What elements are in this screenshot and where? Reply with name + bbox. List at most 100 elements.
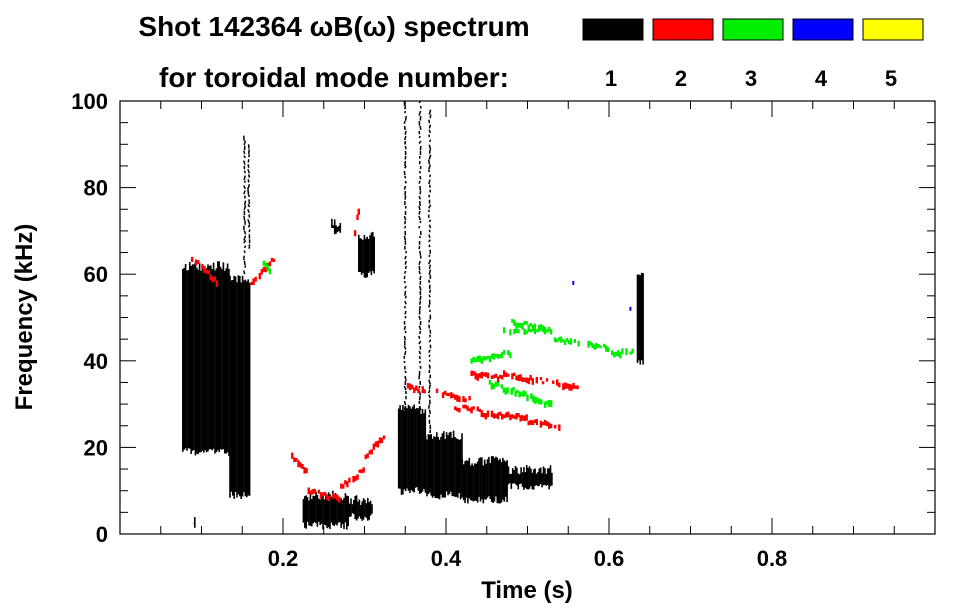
mode-2-track-point (293, 457, 296, 463)
mode-2-track-point (264, 266, 268, 273)
mode-2-track-point (406, 382, 410, 389)
mode-1-ridge-fragment (243, 140, 247, 146)
mode-2-track-point (340, 483, 343, 489)
mode-3-track-point (492, 383, 496, 389)
mode-1-ridge-fragment (419, 175, 422, 180)
mode-3-track-point (496, 382, 499, 387)
mode-1-ridge-fragment (404, 370, 407, 374)
x-tick-label: 0.8 (757, 546, 788, 571)
mode-1-ridge-fragment (403, 345, 407, 350)
mode-3-track-point (501, 352, 504, 359)
mode-3-track-point (591, 343, 594, 349)
mode-1-ridge-fragment (419, 250, 422, 256)
mode-2-track-point (190, 256, 194, 262)
mode-2-track-point (474, 372, 477, 380)
mode-3-track-point (533, 323, 536, 330)
x-tick-label: 0.4 (431, 546, 462, 571)
y-axis-label: Frequency (kHz) (11, 224, 38, 411)
x-tick-label: 0.2 (268, 546, 299, 571)
mode-2-track-point (209, 274, 212, 281)
mode-1-ridge-fragment (428, 319, 431, 323)
mode-2-track-point (509, 414, 512, 421)
mode-3-track-point (547, 326, 551, 331)
mode-1-ridge-fragment (243, 200, 247, 206)
mode-1-ridge-fragment (428, 224, 432, 229)
mode-1-ridge-fragment (428, 234, 431, 239)
mode-3-track-point (478, 355, 481, 362)
mode-1-ridge-fragment (247, 224, 251, 228)
mode-3-track-point (524, 391, 527, 396)
y-tick-label: 40 (84, 349, 108, 374)
mode-2-track-point (515, 375, 518, 381)
mode-3-track-point (510, 388, 513, 395)
mode-2-track-point (368, 450, 371, 455)
mode-3-track-point (527, 324, 530, 329)
mode-2-track-point (454, 406, 457, 411)
mode-1-ridge-fragment (428, 259, 432, 265)
mode-2-track-point (348, 477, 351, 483)
mode-1-ridge-fragment (427, 389, 431, 394)
mode-2-track-point (207, 270, 210, 275)
mode-2-track-point (323, 491, 327, 496)
mode-1-ridge-fragment (418, 415, 421, 421)
mode-2-track-point (444, 390, 447, 395)
mode-1-ridge-fragment (428, 349, 431, 353)
mode-1-ridge-fragment (428, 124, 432, 129)
mode-2-track-point (435, 388, 439, 394)
mode-3-track-point (509, 352, 512, 359)
mode-1-ridge-fragment (428, 434, 432, 439)
mode-1-ridge-fragment (404, 175, 407, 179)
mode-2-track-point (503, 370, 506, 377)
mode-1-ridge-fragment (428, 239, 431, 243)
legend-label-mode-4: 4 (815, 66, 828, 91)
mode-1-ridge-fragment (403, 120, 406, 124)
mode-1-ridge-fragment (243, 250, 246, 254)
mode-2-track-point (421, 386, 424, 394)
spectrogram-marks (182, 100, 644, 530)
mode-2-track-point (549, 423, 553, 429)
mode-3-track-point (526, 394, 529, 402)
mode-3-track-point (496, 353, 500, 359)
mode-2-track-point (541, 421, 545, 426)
mode-2-track-point (336, 494, 339, 501)
mode-3-track-point (532, 395, 535, 403)
mode-2-track-point (417, 388, 420, 394)
mode-3-track-point (565, 338, 569, 342)
mode-2-track-point (409, 383, 412, 391)
mode-3-track-point (546, 400, 549, 405)
mode-2-track-point (376, 440, 380, 448)
series-mode-4 (572, 280, 632, 311)
mode-3-track-point (511, 318, 514, 323)
y-tick-label: 0 (96, 522, 108, 547)
mode-2-track-point (313, 488, 316, 494)
y-tick-label: 80 (84, 176, 108, 201)
mode-1-ridge-fragment (428, 244, 431, 248)
mode-3-track-point (529, 328, 532, 333)
mode-2-track-point (360, 469, 363, 474)
mode-1-region (331, 218, 342, 235)
mode-2-track-point (490, 410, 494, 418)
mode-2-track-point (305, 468, 308, 474)
mode-2-track-point (496, 412, 500, 420)
mode-1-region (636, 272, 644, 365)
mode-3-track-point (550, 400, 553, 407)
mode-1-ridge-fragment (418, 315, 421, 320)
mode-1-ridge-fragment (403, 280, 406, 284)
mode-2-track-point (472, 370, 475, 376)
mode-2-track-point (525, 377, 528, 383)
mode-1-ridge-fragment (418, 440, 422, 445)
mode-2-track-point (338, 496, 341, 503)
y-tick-label: 60 (84, 262, 108, 287)
mode-1-ridge-fragment (418, 330, 422, 335)
mode-1-ridge-fragment (428, 489, 432, 493)
mode-2-track-point (448, 393, 451, 397)
mode-2-track-point (252, 278, 255, 285)
mode-1-ridge-fragment (418, 210, 421, 215)
legend-label-mode-3: 3 (745, 66, 757, 91)
legend-label-mode-5: 5 (885, 66, 897, 91)
chart-title-line2: for toroidal mode number: (159, 62, 509, 93)
mode-1-ridge-fragment (404, 160, 407, 167)
mode-2-track-point (366, 453, 369, 459)
mode-2-track-point (525, 414, 528, 421)
mode-2-track-point (552, 380, 555, 384)
